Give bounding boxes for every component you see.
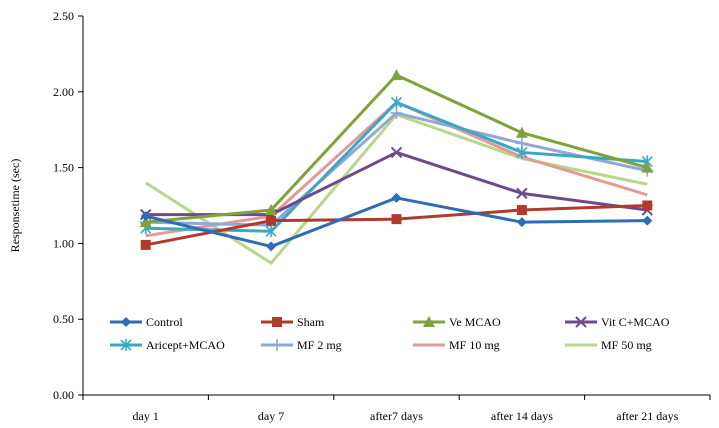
legend-label: Control bbox=[146, 315, 183, 329]
data-point-plus bbox=[390, 107, 403, 120]
y-tick-label: 1.50 bbox=[53, 161, 74, 175]
series-sham bbox=[140, 200, 653, 250]
y-tick-label: 2.00 bbox=[53, 85, 74, 99]
legend-label: Ve MCAO bbox=[449, 315, 501, 329]
axes bbox=[82, 16, 710, 396]
data-point-diamond bbox=[266, 241, 277, 252]
series-control bbox=[140, 192, 653, 252]
data-point-square bbox=[642, 200, 653, 211]
data-point-x bbox=[390, 146, 403, 159]
series-ve-mcao bbox=[139, 69, 654, 228]
data-point-x bbox=[516, 187, 528, 200]
legend-label: Sham bbox=[297, 315, 325, 329]
data-point-triangle bbox=[515, 126, 528, 138]
legend-item: Aricept+MCAO bbox=[110, 338, 225, 352]
x-tick-label: after7 days bbox=[370, 409, 423, 423]
legend-label: Aricept+MCAO bbox=[146, 338, 225, 352]
legend-label: Vit C+MCAO bbox=[601, 315, 670, 329]
legend-item: Control bbox=[110, 315, 183, 329]
data-point-triangle bbox=[390, 69, 403, 81]
data-point-diamond bbox=[121, 317, 131, 327]
data-point-asterisk bbox=[265, 225, 277, 238]
legend-item: Vit C+MCAO bbox=[565, 315, 670, 329]
y-tick-labels: 0.00 0.50 1.00 1.50 2.00 2.50 bbox=[53, 9, 83, 402]
series-line bbox=[144, 113, 648, 265]
x-tick-label: after 14 days bbox=[491, 409, 553, 423]
data-point-square bbox=[272, 317, 282, 327]
legend-label: MF 10 mg bbox=[449, 338, 500, 352]
legend-label: MF 50 mg bbox=[601, 338, 652, 352]
data-point-square bbox=[266, 215, 277, 226]
data-point-square bbox=[140, 239, 151, 250]
data-point-diamond bbox=[516, 217, 527, 228]
legend-label: MF 2 mg bbox=[297, 338, 342, 352]
data-point-diamond bbox=[642, 215, 653, 226]
series-line bbox=[145, 100, 648, 233]
legend-item: Ve MCAO bbox=[413, 315, 501, 329]
x-tick-label: day 7 bbox=[258, 409, 284, 423]
y-tick-label: 2.50 bbox=[53, 9, 74, 23]
y-tick-label: 0.50 bbox=[53, 312, 74, 326]
data-point-plus bbox=[271, 339, 283, 351]
legend-item: MF 10 mg bbox=[413, 338, 500, 352]
data-point-diamond bbox=[391, 192, 402, 203]
data-point-asterisk bbox=[390, 96, 403, 109]
legend: Control Sham Ve MCAO Vit C+MCAO Aricept+MCAO… bbox=[110, 315, 670, 352]
data-point-triangle bbox=[641, 161, 654, 173]
data-point-asterisk bbox=[516, 146, 528, 159]
series-layer bbox=[139, 69, 654, 265]
legend-item: MF 50 mg bbox=[565, 338, 652, 352]
data-point-triangle bbox=[423, 316, 435, 327]
legend-item: Sham bbox=[261, 315, 325, 329]
x-tick-labels: day 1 day 7 after7 days after 14 days after … bbox=[82, 395, 711, 423]
data-point-x bbox=[575, 316, 587, 328]
y-axis-title: Responsetime (sec) bbox=[8, 159, 22, 253]
data-point-diamond bbox=[140, 211, 151, 222]
data-point-triangle bbox=[265, 204, 278, 216]
data-point-square bbox=[391, 214, 402, 225]
x-tick-label: day 1 bbox=[133, 409, 159, 423]
series-mf-50-mg bbox=[144, 113, 648, 265]
x-tick-label: after 21 days bbox=[616, 409, 678, 423]
y-tick-label: 0.00 bbox=[53, 388, 74, 402]
data-point-asterisk bbox=[120, 339, 132, 351]
legend-item: MF 2 mg bbox=[261, 338, 342, 352]
data-point-square bbox=[516, 205, 527, 216]
series-line bbox=[145, 150, 648, 217]
data-point-triangle bbox=[139, 216, 152, 228]
y-tick-label: 1.00 bbox=[53, 236, 74, 250]
